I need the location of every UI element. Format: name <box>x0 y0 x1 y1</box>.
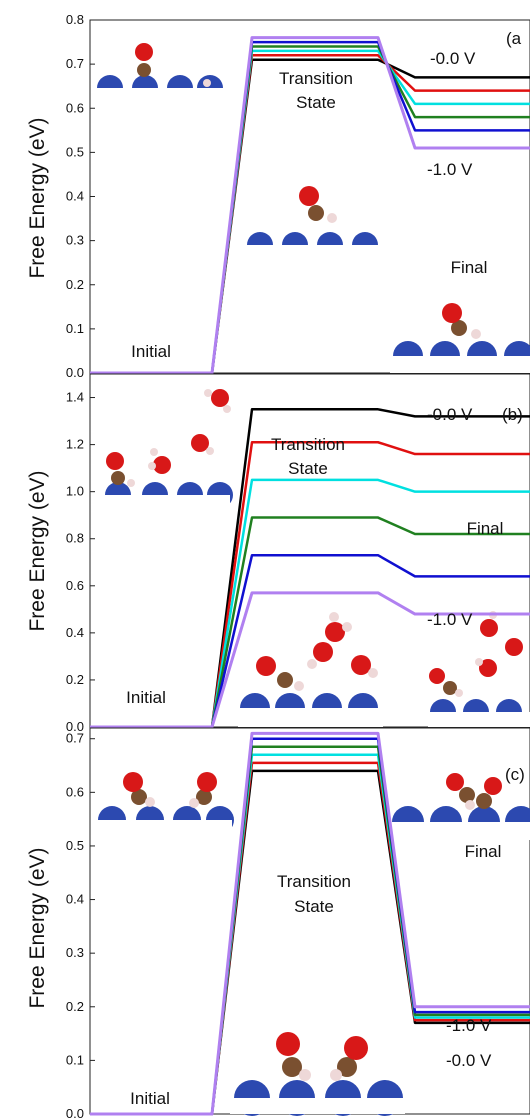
panel-a-initial-molecule <box>97 43 223 101</box>
panel-c-ytick-label-0: 0.0 <box>66 1106 84 1119</box>
panel-a-series-5 <box>90 36 530 375</box>
panel-c-transition-molecule <box>230 1032 405 1116</box>
panel-c-ytick-label-1: 0.1 <box>66 1052 84 1067</box>
panel-c-annot-initial: Initial <box>130 1089 170 1108</box>
panel-a-ytick-label-5: 0.5 <box>66 144 84 159</box>
panel-b-ytick-label-7: 1.4 <box>66 390 84 405</box>
panel-b-ytick-label-6: 1.2 <box>66 437 84 452</box>
panel-a-ylabel: Free Energy (eV) <box>26 117 49 278</box>
panel-c-annot-voltage-top: -1.0 V <box>446 1016 492 1035</box>
panel-b-annot-voltage-top: -0.0 V <box>427 405 473 424</box>
panel-a-label: (a <box>506 29 522 48</box>
panel-a-ytick-label-7: 0.7 <box>66 56 84 71</box>
panel-a-annot-transition: Transition <box>279 69 353 88</box>
panel-a: Free Energy (eV) 0.0 0.1 0.2 0.3 0.4 0.5 0.6 0.… <box>26 12 530 380</box>
panel-a-ytick-label-8: 0.8 <box>66 12 84 27</box>
panel-c-ytick-label-3: 0.3 <box>66 945 84 960</box>
panel-b-ytick-label-3: 0.6 <box>66 578 84 593</box>
panel-c-annot-voltage-bottom: -0.0 V <box>446 1051 492 1070</box>
panel-c-annot-state: State <box>294 897 334 916</box>
panel-b-ytick-label-5: 1.0 <box>66 484 84 499</box>
panel-b-final-molecule <box>428 611 530 727</box>
panel-b-series-5 <box>90 591 530 729</box>
panel-b-annot-voltage-bottom: -1.0 V <box>427 610 473 629</box>
panel-a-final-molecule <box>390 303 530 373</box>
panel-c-ytick-label-4: 0.4 <box>66 892 84 907</box>
panel-a-ytick-label-6: 0.6 <box>66 100 84 115</box>
panel-a-annot-voltage-top: -0.0 V <box>430 49 476 68</box>
panel-c-initial-molecule <box>97 772 234 835</box>
panel-c-annot-final: Final <box>465 842 502 861</box>
panel-b-ytick-label-0: 0.0 <box>66 719 84 734</box>
panel-a-annot-initial: Initial <box>131 342 171 361</box>
panel-a-annot-voltage-bottom: -1.0 V <box>427 160 473 179</box>
panel-a-molecule-illustrations <box>97 43 530 373</box>
panel-b-initial-molecule <box>100 389 233 508</box>
panel-b-label: (b) <box>502 405 523 424</box>
panel-b: Free Energy (eV) 0.0 0.2 0.4 0.6 0.8 1.0 1.2 1.… <box>26 373 530 734</box>
panel-c-ytick-label-6: 0.6 <box>66 784 84 799</box>
panel-b-ytick-label-1: 0.2 <box>66 672 84 687</box>
panel-c-ytick-label-5: 0.5 <box>66 838 84 853</box>
panel-a-ytick-label-3: 0.3 <box>66 233 84 248</box>
panel-a-annot-state: State <box>296 93 336 112</box>
panel-a-annot-final: Final <box>451 258 488 277</box>
panel-b-ytick-label-2: 0.4 <box>66 625 84 640</box>
panel-c-label: (c) <box>505 765 525 784</box>
panel-b-molecule-illustrations <box>100 389 530 727</box>
panel-b-series-0 <box>90 408 530 729</box>
panel-b-transition-molecule <box>238 612 383 727</box>
panel-b-annot-state: State <box>288 459 328 478</box>
panel-a-ytick-label-1: 0.1 <box>66 321 84 336</box>
panel-a-ytick-label-2: 0.2 <box>66 277 84 292</box>
panel-b-ylabel: Free Energy (eV) <box>26 470 49 631</box>
panel-a-ytick-label-4: 0.4 <box>66 189 84 204</box>
panel-c-ylabel: Free Energy (eV) <box>26 847 49 1008</box>
panel-c-annot-transition: Transition <box>277 872 351 891</box>
panel-b-annot-initial: Initial <box>126 688 166 707</box>
panel-b-annot-transition: Transition <box>271 435 345 454</box>
panel-b-frame <box>89 373 530 728</box>
panel-c-final-molecule <box>390 773 530 840</box>
panel-a-ytick-label-0: 0.0 <box>66 365 84 380</box>
panel-b-annot-final: Final <box>467 519 504 538</box>
panel-c: Free Energy (eV) 0.0 0.1 0.2 0.3 0.4 0.5 0.6 0.… <box>26 727 530 1119</box>
panel-b-ytick-label-4: 0.8 <box>66 531 84 546</box>
panel-a-transition-molecule <box>245 186 385 259</box>
panel-c-series-5 <box>90 731 530 1116</box>
panel-c-ytick-label-7: 0.7 <box>66 731 84 746</box>
panel-c-molecule-illustrations <box>97 772 530 1116</box>
panel-c-ytick-label-2: 0.2 <box>66 999 84 1014</box>
